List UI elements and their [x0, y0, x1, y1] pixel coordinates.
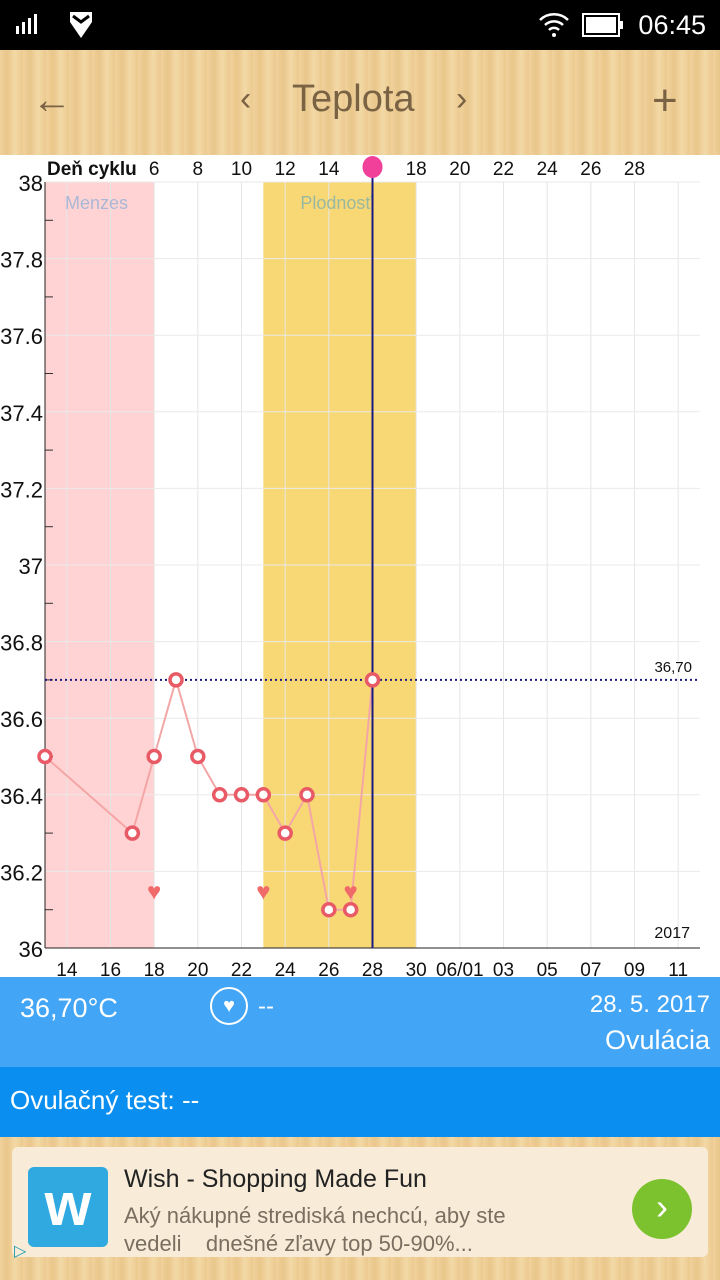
x-tick-label: 18 — [144, 960, 165, 977]
heart-marker: ♥ — [344, 879, 358, 906]
y-tick-label: 37.2 — [0, 477, 43, 502]
y-tick-label: 36.4 — [0, 784, 43, 809]
y-tick-label: 38 — [19, 171, 43, 196]
x-tick-label: 20 — [187, 960, 208, 977]
cycle-axis-title: Deň cyklu — [47, 159, 137, 180]
data-point[interactable] — [364, 672, 381, 688]
x-tick-label: 03 — [493, 960, 514, 977]
day-info-panel: 36,70°C ♥ -- 28. 5. 2017 Ovulácia — [0, 977, 720, 1067]
ovulation-test-row[interactable]: Ovulačný test: -- — [0, 1067, 720, 1137]
y-tick-label: 36.6 — [0, 707, 43, 732]
battery-icon — [582, 13, 623, 37]
x-tick-label: 16 — [100, 960, 121, 977]
selected-day-marker — [362, 156, 383, 178]
ad-text-line2: vedeli dnešné zľavy top 50-90%... — [124, 1231, 473, 1256]
year-label: 2017 — [654, 925, 690, 942]
heart-icon[interactable]: ♥ — [210, 987, 248, 1025]
wifi-icon — [539, 13, 569, 37]
y-tick-label: 37.6 — [0, 324, 43, 349]
x-tick-label: 05 — [537, 960, 558, 977]
ad-title: Wish - Shopping Made Fun — [124, 1165, 427, 1193]
y-tick-label: 36.8 — [0, 631, 43, 656]
data-point[interactable] — [37, 748, 53, 765]
y-tick-label: 37.4 — [0, 401, 43, 426]
cycle-day-label: 26 — [580, 159, 601, 180]
plus-icon: + — [652, 76, 678, 125]
ad-text-line1: Aký nákupné strediská nechcú, aby ste — [124, 1203, 506, 1228]
data-point[interactable] — [190, 748, 206, 765]
wish-logo-icon: w — [28, 1167, 108, 1247]
cycle-day-label: 14 — [318, 159, 340, 180]
y-tick-label: 37 — [19, 554, 43, 579]
signal-icon — [16, 14, 37, 34]
y-tick-label: 37.8 — [0, 248, 43, 273]
x-tick-label: 28 — [362, 960, 383, 977]
chevron-right-icon: › — [656, 1186, 668, 1227]
x-tick-label: 30 — [406, 960, 427, 977]
ad-banner[interactable]: w Wish - Shopping Made Fun Aký nákupné s… — [12, 1147, 708, 1260]
chart-svg[interactable]: 36 36.2 36.4 36.6 36.8 37 37.2 37.4 37.6 37.8 38 Me… — [0, 155, 720, 981]
fertile-label: Plodnosť — [300, 193, 372, 213]
cycle-day-label: 10 — [231, 159, 252, 180]
adchoices-icon[interactable]: ▷ — [14, 1243, 27, 1260]
data-point[interactable] — [299, 787, 315, 803]
data-point[interactable] — [233, 787, 250, 803]
data-point[interactable] — [321, 901, 337, 918]
cycle-day-label: 20 — [449, 159, 470, 180]
x-tick-label: 11 — [668, 960, 688, 977]
x-tick-label: 09 — [624, 960, 645, 977]
ad-open-button[interactable]: › — [632, 1179, 692, 1239]
temperature-value: 36,70°C — [20, 993, 118, 1023]
cycle-phase: Ovulácia — [604, 1025, 710, 1055]
data-point[interactable] — [168, 672, 184, 688]
ovulation-test-label: Ovulačný test: -- — [10, 1085, 200, 1115]
data-point[interactable] — [255, 787, 272, 803]
cycle-day-label: 8 — [193, 159, 204, 180]
x-tick-label: 22 — [231, 960, 252, 977]
reference-label: 36,70 — [654, 659, 692, 676]
arrow-left-icon: ← — [32, 78, 72, 122]
status-bar: 06:45 — [0, 0, 720, 50]
x-tick-label: 24 — [275, 960, 297, 977]
heart-marker: ♥ — [147, 879, 161, 906]
chevron-left-icon: ‹ — [240, 80, 252, 118]
data-point[interactable] — [277, 825, 293, 841]
intercourse-value: -- — [258, 993, 274, 1020]
x-tick-label: 07 — [580, 960, 601, 977]
x-tick-label: 26 — [318, 960, 339, 977]
temperature-chart[interactable]: 36 36.2 36.4 36.6 36.8 37 37.2 37.4 37.6 37.8 38 Me… — [0, 155, 720, 981]
clock: 06:45 — [638, 10, 706, 40]
prev-button[interactable]: ‹ — [240, 80, 251, 119]
cycle-day-label: 22 — [493, 159, 514, 180]
data-point[interactable] — [342, 901, 359, 918]
cycle-day-label: 24 — [537, 159, 559, 180]
ad-banner-area: w Wish - Shopping Made Fun Aký nákupné s… — [0, 1137, 720, 1280]
cycle-day-label: 28 — [624, 159, 645, 180]
selected-date: 28. 5. 2017 — [589, 991, 710, 1018]
cycle-day-label: 18 — [406, 159, 427, 180]
y-tick-label: 36.2 — [0, 860, 43, 885]
x-tick-label: 14 — [56, 960, 78, 977]
next-button[interactable]: › — [456, 80, 467, 119]
heart-marker: ♥ — [256, 879, 270, 906]
data-point[interactable] — [146, 748, 162, 765]
data-point[interactable] — [211, 787, 228, 803]
menses-label: Menzes — [65, 193, 128, 213]
data-point[interactable] — [124, 825, 141, 841]
cycle-day-label: 12 — [275, 159, 296, 180]
x-tick-label: 06/01 — [436, 960, 484, 977]
add-button[interactable]: + — [652, 76, 678, 126]
page-title: Teplota — [292, 78, 415, 120]
back-button[interactable]: ← — [32, 78, 72, 123]
y-tick-label: 36 — [19, 937, 43, 962]
shield-icon — [70, 12, 92, 38]
chevron-right-icon: › — [456, 80, 468, 118]
cycle-day-label: 6 — [149, 159, 160, 180]
toolbar — [0, 50, 720, 155]
